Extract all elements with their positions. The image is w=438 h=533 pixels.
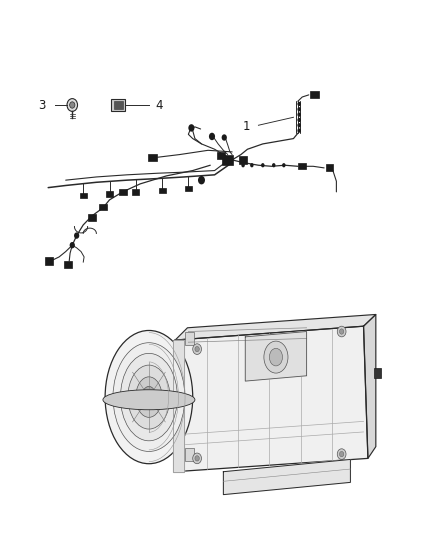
Circle shape: [195, 346, 199, 352]
Bar: [45, 257, 53, 265]
Bar: [159, 188, 166, 193]
Bar: [88, 214, 96, 221]
Circle shape: [70, 242, 75, 248]
Circle shape: [74, 232, 79, 239]
Ellipse shape: [269, 349, 283, 366]
Ellipse shape: [113, 343, 185, 451]
Bar: [185, 186, 192, 191]
Ellipse shape: [136, 377, 162, 417]
Circle shape: [188, 124, 194, 132]
Text: 1: 1: [243, 120, 251, 133]
Circle shape: [261, 163, 265, 167]
Bar: [239, 156, 247, 164]
Polygon shape: [173, 340, 184, 472]
Circle shape: [195, 456, 199, 461]
Circle shape: [198, 176, 205, 184]
Ellipse shape: [105, 330, 193, 464]
Bar: [148, 154, 157, 161]
Bar: [114, 101, 123, 109]
Circle shape: [193, 344, 201, 354]
Bar: [298, 163, 306, 169]
Polygon shape: [223, 459, 350, 495]
Bar: [106, 191, 113, 197]
Bar: [326, 164, 333, 171]
Circle shape: [272, 163, 276, 167]
Text: 4: 4: [155, 99, 163, 111]
Ellipse shape: [128, 365, 170, 429]
Polygon shape: [175, 314, 376, 340]
Bar: [185, 332, 194, 345]
Bar: [119, 189, 127, 195]
Circle shape: [297, 128, 301, 133]
Circle shape: [297, 112, 301, 117]
Circle shape: [337, 449, 346, 459]
Bar: [223, 155, 233, 165]
Bar: [64, 261, 72, 268]
Circle shape: [297, 123, 301, 127]
Circle shape: [297, 118, 301, 122]
Circle shape: [70, 102, 75, 108]
Circle shape: [193, 453, 201, 464]
Polygon shape: [364, 314, 376, 458]
Bar: [132, 189, 139, 195]
Circle shape: [250, 163, 254, 167]
Polygon shape: [175, 326, 368, 472]
Ellipse shape: [103, 390, 195, 410]
Circle shape: [337, 326, 346, 337]
Bar: [111, 99, 125, 111]
Bar: [217, 152, 225, 159]
Polygon shape: [245, 332, 307, 381]
Circle shape: [222, 134, 227, 141]
Ellipse shape: [120, 353, 177, 441]
Circle shape: [297, 107, 301, 111]
Bar: [99, 204, 107, 210]
Circle shape: [339, 329, 344, 334]
Circle shape: [209, 133, 215, 140]
Circle shape: [339, 451, 344, 457]
Ellipse shape: [146, 392, 152, 402]
Bar: [310, 92, 319, 98]
Bar: [185, 448, 194, 461]
Text: 3: 3: [39, 99, 46, 111]
Bar: [80, 193, 87, 198]
Circle shape: [67, 99, 78, 111]
Circle shape: [241, 163, 245, 167]
Ellipse shape: [142, 386, 156, 408]
Circle shape: [297, 102, 301, 106]
Ellipse shape: [264, 341, 288, 373]
Circle shape: [282, 163, 286, 167]
Bar: [374, 368, 381, 378]
